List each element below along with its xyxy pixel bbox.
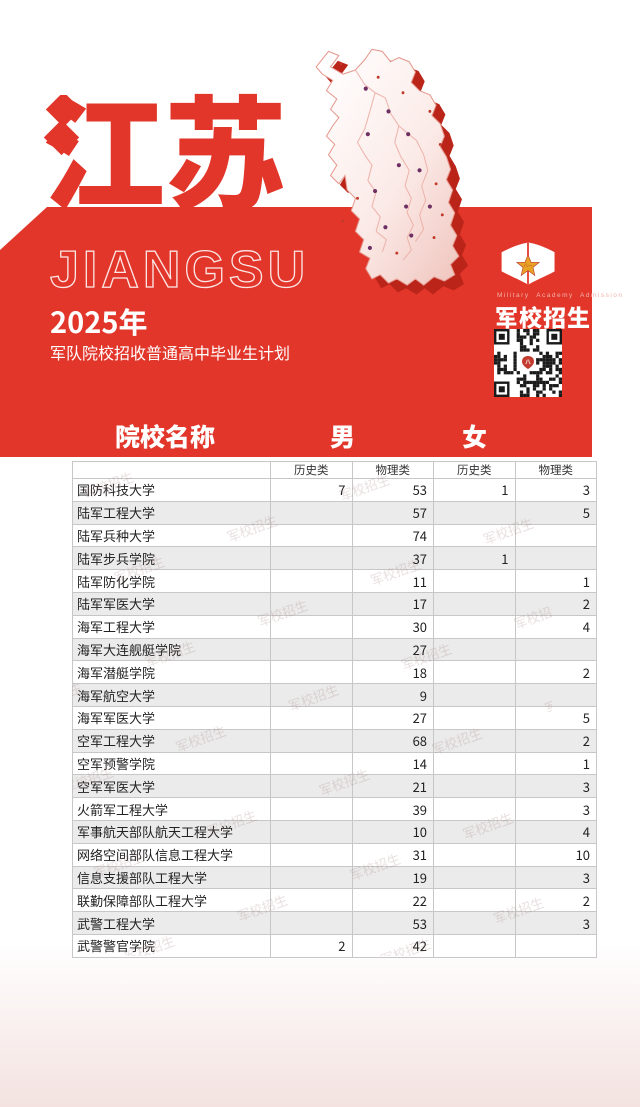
svg-text:八一: 八一 [524, 263, 533, 269]
svg-text:八: 八 [525, 358, 531, 366]
